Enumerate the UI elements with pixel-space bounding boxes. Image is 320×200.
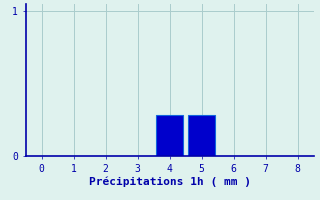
Bar — [188, 115, 215, 156]
Bar — [156, 115, 183, 156]
X-axis label: Précipitations 1h ( mm ): Précipitations 1h ( mm ) — [89, 176, 251, 187]
